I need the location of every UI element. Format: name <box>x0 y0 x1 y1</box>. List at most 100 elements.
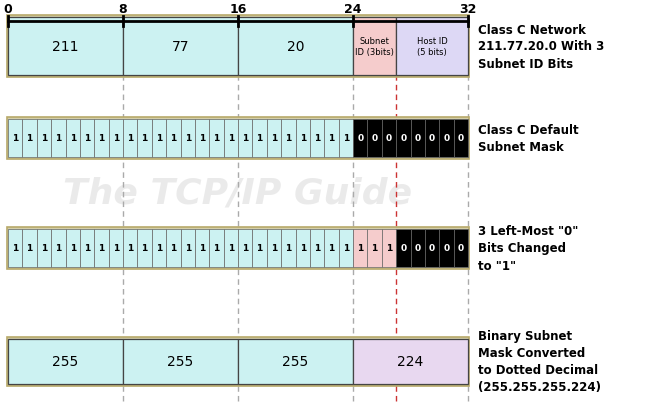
Text: 1: 1 <box>256 134 263 143</box>
Text: 0: 0 <box>386 134 392 143</box>
Bar <box>7 118 469 160</box>
Text: 16: 16 <box>229 3 246 16</box>
Text: 1: 1 <box>12 244 18 253</box>
Text: 1: 1 <box>26 134 33 143</box>
Bar <box>137 120 152 157</box>
Text: 1: 1 <box>256 244 263 253</box>
Text: 1: 1 <box>41 134 47 143</box>
Text: 1: 1 <box>285 134 291 143</box>
Text: 1: 1 <box>84 134 90 143</box>
Bar <box>396 18 468 76</box>
Text: 1: 1 <box>41 244 47 253</box>
Text: 0: 0 <box>415 244 420 253</box>
Text: 1: 1 <box>228 244 234 253</box>
Bar <box>252 120 267 157</box>
Bar <box>238 18 353 76</box>
Text: 0: 0 <box>372 134 378 143</box>
Text: 1: 1 <box>199 244 205 253</box>
Text: 1: 1 <box>285 244 291 253</box>
Text: 1: 1 <box>271 244 277 253</box>
Bar <box>238 339 353 384</box>
Bar <box>267 229 281 267</box>
Bar <box>123 229 137 267</box>
Bar <box>210 229 223 267</box>
Bar <box>382 120 396 157</box>
Text: Class C Default
Subnet Mask: Class C Default Subnet Mask <box>478 124 579 154</box>
Bar <box>37 120 51 157</box>
Bar <box>7 337 469 386</box>
Bar <box>80 229 94 267</box>
Text: 1: 1 <box>314 244 320 253</box>
Bar <box>353 339 468 384</box>
Text: 0: 0 <box>357 134 363 143</box>
Text: 1: 1 <box>142 244 148 253</box>
Text: 1: 1 <box>113 244 119 253</box>
Bar <box>195 120 210 157</box>
Bar <box>8 339 123 384</box>
Bar <box>94 229 109 267</box>
Bar <box>411 120 425 157</box>
Text: 1: 1 <box>12 134 18 143</box>
Bar <box>353 18 396 76</box>
Bar <box>367 229 382 267</box>
Text: 20: 20 <box>287 40 304 54</box>
Text: 1: 1 <box>70 244 76 253</box>
Text: 1: 1 <box>156 134 162 143</box>
Text: 32: 32 <box>459 3 476 16</box>
Bar <box>339 120 353 157</box>
Text: 1: 1 <box>170 134 177 143</box>
Bar <box>166 229 181 267</box>
Text: 1: 1 <box>127 244 133 253</box>
Text: 1: 1 <box>84 244 90 253</box>
Text: 1: 1 <box>214 134 219 143</box>
Bar <box>51 229 65 267</box>
Bar <box>310 120 324 157</box>
Text: 0: 0 <box>400 244 407 253</box>
Text: 1: 1 <box>185 244 191 253</box>
Bar <box>453 120 468 157</box>
Text: 24: 24 <box>344 3 362 16</box>
Text: 0: 0 <box>4 3 13 16</box>
Text: 1: 1 <box>70 134 76 143</box>
Bar <box>295 120 310 157</box>
Text: 1: 1 <box>98 244 105 253</box>
Text: 1: 1 <box>214 244 219 253</box>
Text: 1: 1 <box>113 134 119 143</box>
Bar <box>210 120 223 157</box>
Bar <box>324 229 339 267</box>
Bar <box>396 229 411 267</box>
Bar <box>94 120 109 157</box>
Text: 1: 1 <box>328 244 335 253</box>
Text: 1: 1 <box>55 244 61 253</box>
Bar <box>22 120 37 157</box>
Bar <box>425 229 440 267</box>
Bar <box>238 229 252 267</box>
Bar <box>252 229 267 267</box>
Bar <box>339 229 353 267</box>
Bar <box>195 229 210 267</box>
Bar <box>181 120 195 157</box>
Text: 1: 1 <box>357 244 363 253</box>
Bar <box>353 120 367 157</box>
Text: 77: 77 <box>172 40 189 54</box>
Bar <box>281 120 295 157</box>
Bar <box>324 120 339 157</box>
Bar <box>8 18 123 76</box>
Text: 1: 1 <box>343 134 349 143</box>
Text: 1: 1 <box>242 244 248 253</box>
Text: 1: 1 <box>343 244 349 253</box>
Bar <box>310 229 324 267</box>
Text: Class C Network
211.77.20.0 With 3
Subnet ID Bits: Class C Network 211.77.20.0 With 3 Subne… <box>478 23 604 70</box>
Text: Binary Subnet
Mask Converted
to Dotted Decimal
(255.255.255.224): Binary Subnet Mask Converted to Dotted D… <box>478 330 601 393</box>
Bar <box>223 229 238 267</box>
Text: 255: 255 <box>167 355 194 369</box>
Text: 255: 255 <box>52 355 78 369</box>
Text: 1: 1 <box>55 134 61 143</box>
Text: 0: 0 <box>429 244 435 253</box>
Bar <box>267 120 281 157</box>
Bar <box>7 16 469 78</box>
Bar <box>353 229 367 267</box>
Bar <box>37 229 51 267</box>
Bar <box>281 229 295 267</box>
Bar <box>137 229 152 267</box>
